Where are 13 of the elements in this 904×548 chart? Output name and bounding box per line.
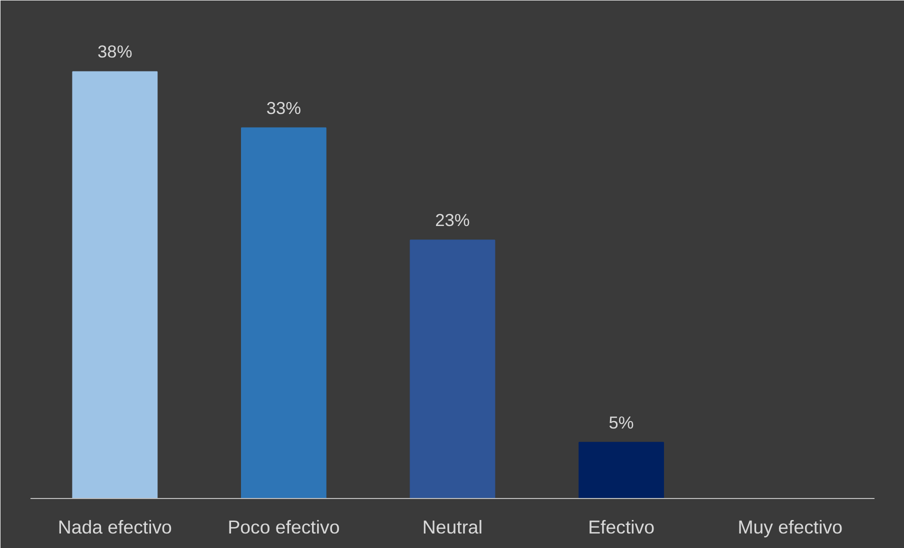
x-tick-label: Efectivo [588,516,654,538]
x-tick-label: Poco efectivo [228,516,340,538]
data-label: 33% [266,98,302,118]
x-tick-label: Neutral [422,516,483,538]
data-label: 38% [98,42,132,62]
bar [241,127,326,498]
data-label: 23% [435,210,470,230]
bar [410,240,496,498]
bar [72,71,158,498]
bar [578,442,664,498]
x-tick-label: Nada efectivo [58,516,172,538]
data-label: 5% [608,412,634,432]
x-tick-label: Muy efectivo [738,516,842,538]
